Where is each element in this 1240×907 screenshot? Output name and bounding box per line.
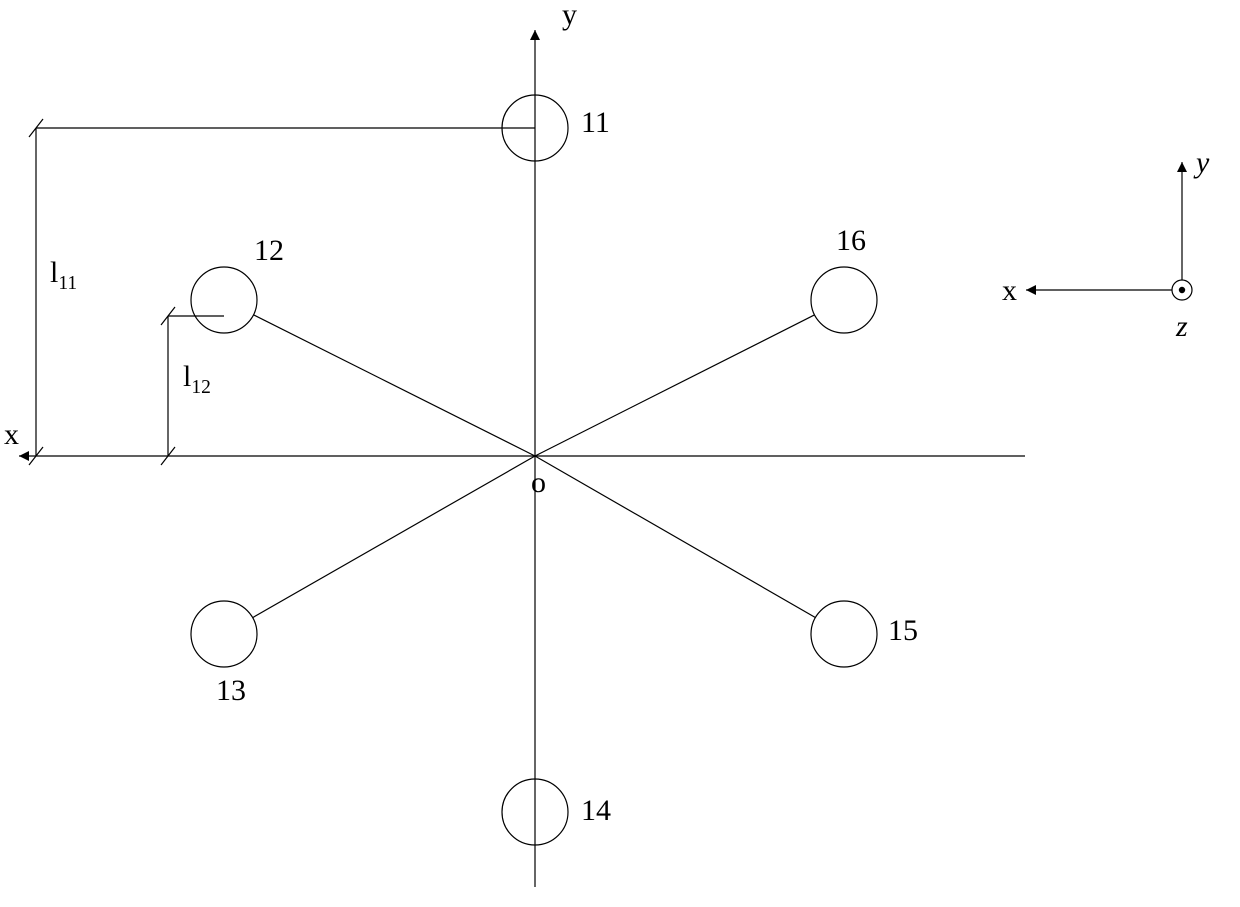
diagram-stage: 11 12 13 14 15 16 l11 l12 o y x z y x [0,0,1240,907]
node-label-11: 11 [581,106,610,140]
node-label-14: 14 [581,794,611,828]
node-label-15: 15 [888,614,918,648]
origin-label: o [531,466,546,500]
diagram-svg [0,0,1240,907]
node-label-12: 12 [254,234,284,268]
dim-label-l12: l12 [183,360,211,399]
axis-label-x: x [4,418,19,452]
axis-label-y: y [562,0,577,32]
legend-label-x: x [1002,274,1017,308]
dim-label-l11: l11 [50,256,77,295]
node-label-16: 16 [836,224,866,258]
legend-label-y: y [1196,146,1209,180]
node-label-13: 13 [216,674,246,708]
legend-label-z: z [1176,310,1188,344]
